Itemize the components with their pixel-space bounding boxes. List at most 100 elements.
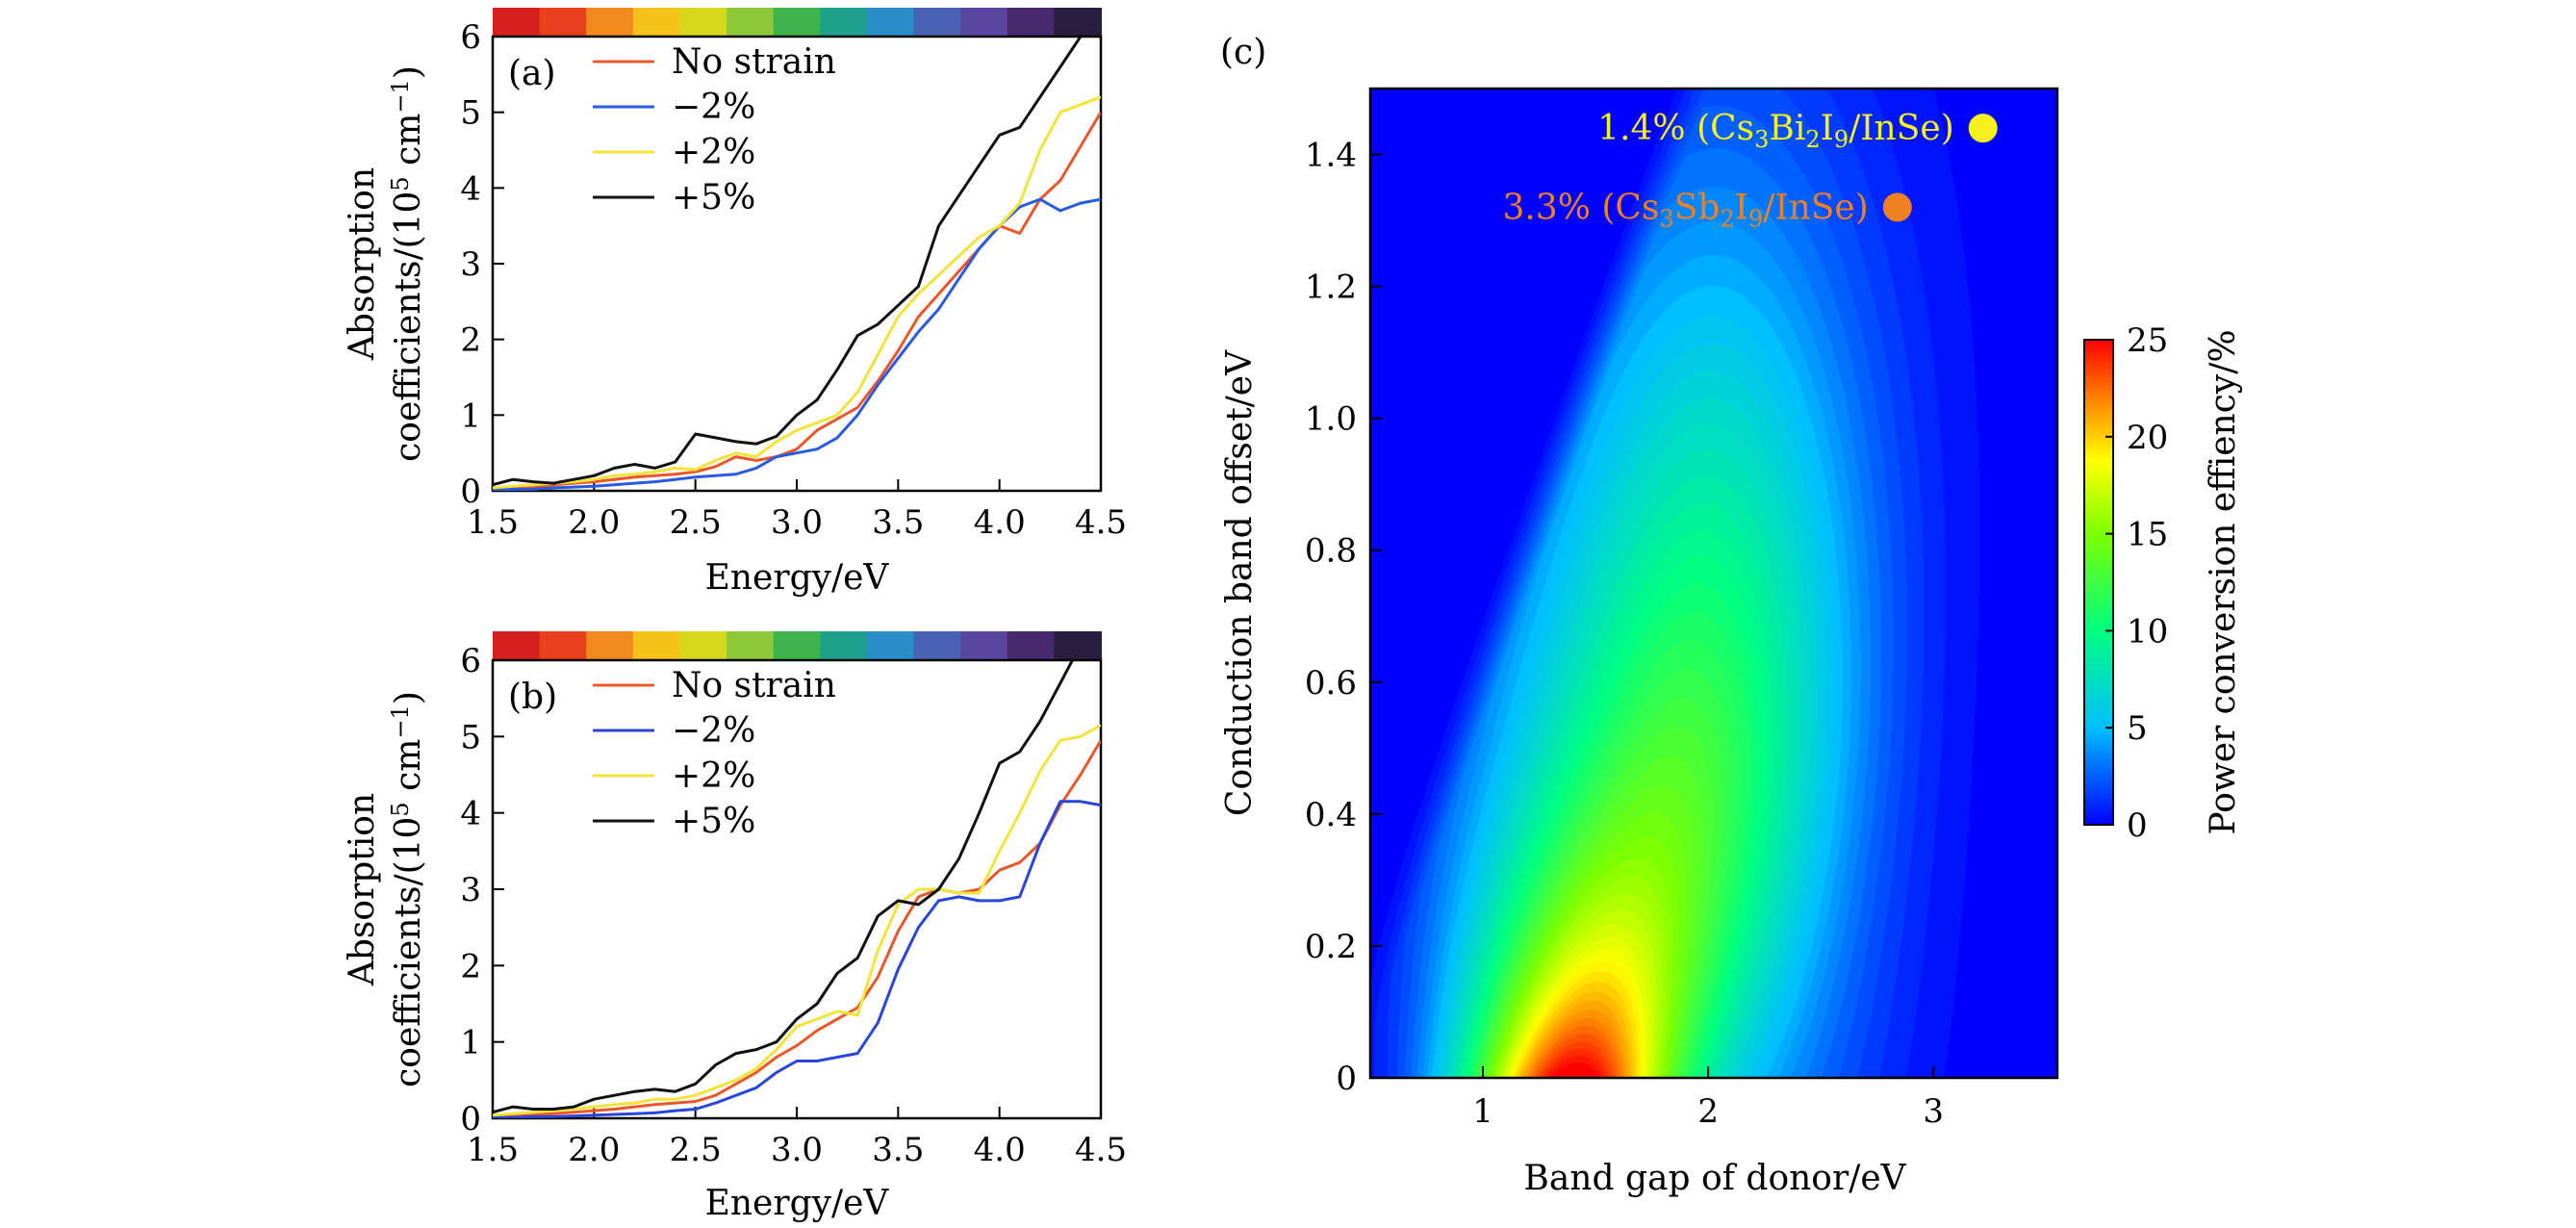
heatmap-field [1370, 89, 2057, 1078]
top-colorbar-segment [960, 631, 1008, 660]
top-colorbar-segment [679, 631, 728, 660]
y-tick-label: 1.4 [1305, 137, 1357, 175]
panel-a-ylabel-line2: coefficients/(105 cm−1) [387, 65, 428, 462]
legend-label: +5% [672, 802, 755, 841]
efficiency-colorbar-ticks: 0 5 10 15 20 25 [2105, 321, 2168, 845]
panel-b-top-colorbar [493, 631, 1102, 660]
top-colorbar-segment [820, 631, 868, 660]
x-tick-label: 1 [1472, 1092, 1493, 1131]
series-line-3 [493, 37, 1083, 487]
panel-c: (c) 1 2 3 0 0.2 0.4 0.6 0.8 1.0 1.2 1.4 1.4% (Cs3B… [1220, 33, 2243, 1198]
y-tick-label: 1.0 [1305, 400, 1357, 439]
y-tick-label: 1.2 [1305, 269, 1357, 307]
y-tick-label: 0.6 [1305, 664, 1357, 703]
colorbar-tick-label: 25 [2127, 321, 2168, 360]
panel-c-label: (c) [1220, 33, 1266, 72]
top-colorbar-segment [679, 8, 728, 37]
y-tick-label: 0 [460, 473, 481, 511]
y-tick-label: 4 [460, 795, 481, 833]
series-line-3 [493, 660, 1075, 1114]
x-tick-label: 3.0 [771, 503, 823, 542]
material-point-label: 3.3% (Cs3Sb2I9/InSe) [1502, 188, 1868, 232]
top-colorbar-segment [820, 8, 868, 37]
series-line-1 [493, 800, 1101, 1118]
y-tick-label: 3 [460, 245, 481, 284]
y-tick-label: 1 [460, 397, 481, 435]
x-tick-label: 3.0 [771, 1131, 823, 1169]
legend-label: +2% [672, 756, 755, 796]
panel-a-legend: No strain −2% +2% +5% [593, 42, 836, 217]
series-line-0 [493, 111, 1101, 491]
x-tick-label: 2 [1697, 1092, 1719, 1131]
legend-label: +2% [672, 133, 755, 172]
panel-a-series [493, 37, 1101, 491]
top-colorbar-segment [493, 631, 541, 660]
panel-b-label: (b) [508, 678, 557, 717]
top-colorbar-segment [773, 631, 822, 660]
series-line-0 [493, 739, 1101, 1118]
panel-b-ylabel-line1: Absorption [343, 793, 382, 986]
series-line-1 [493, 197, 1101, 491]
y-tick-label: 2 [460, 321, 481, 360]
x-tick-label: 2.5 [670, 503, 722, 542]
panel-a-xlabel: Energy/eV [705, 558, 890, 598]
y-tick-label: 1 [460, 1024, 481, 1062]
series-line-2 [493, 95, 1101, 490]
series-line-2 [493, 724, 1101, 1117]
x-tick-label: 3.5 [872, 503, 924, 542]
x-tick-label: 4.0 [974, 503, 1026, 542]
panel-c-annotations: 1.4% (Cs3Bi2I9/InSe) 3.3% (Cs3Sb2I9/InSe) [1502, 109, 1998, 232]
panel-b-xlabel: Energy/eV [705, 1184, 890, 1223]
efficiency-colorbar [2083, 339, 2114, 826]
x-tick-label: 2.0 [568, 503, 620, 542]
colorbar-tick-label: 0 [2127, 806, 2148, 845]
top-colorbar-segment [913, 8, 962, 37]
panel-a: 1.5 2.0 2.5 3.0 3.5 4.0 4.5 0 1 2 3 4 5 6 (a) No stra… [343, 8, 1127, 598]
top-colorbar-segment [1054, 631, 1102, 660]
panel-b: 1.5 2.0 2.5 3.0 3.5 4.0 4.5 0 1 2 3 4 5 6 (b) No stra… [343, 631, 1127, 1223]
panel-b-legend: No strain −2% +2% +5% [593, 666, 836, 841]
y-tick-label: 0.2 [1305, 928, 1357, 966]
x-tick-label: 3 [1923, 1092, 1944, 1131]
top-colorbar-segment [773, 8, 822, 37]
panel-b-frame [491, 658, 1103, 1120]
top-colorbar-segment [866, 631, 915, 660]
top-colorbar-segment [1007, 8, 1056, 37]
top-colorbar-segment [539, 8, 588, 37]
y-tick-label: 3 [460, 871, 481, 909]
material-point-label: 1.4% (Cs3Bi2I9/InSe) [1597, 109, 1954, 153]
panel-c-ylabel: Conduction band offset/eV [1220, 349, 1260, 816]
top-colorbar-segment [493, 8, 541, 37]
y-tick-label: 2 [460, 947, 481, 985]
panel-b-series [493, 660, 1101, 1118]
x-tick-label: 4.5 [1075, 503, 1127, 542]
panel-b-ylabel: Absorption coefficients/(105 cm−1) [343, 691, 428, 1087]
legend-label: +5% [672, 178, 755, 217]
panel-a-top-colorbar [493, 8, 1102, 37]
panel-a-ylabel-line1: Absorption [343, 167, 382, 361]
panel-b-ylabel-line2: coefficients/(105 cm−1) [387, 691, 428, 1087]
top-colorbar-segment [632, 8, 681, 37]
material-point [1968, 114, 1998, 143]
top-colorbar-segment [913, 631, 962, 660]
top-colorbar-segment [586, 8, 634, 37]
colorbar-tick-label: 5 [2127, 709, 2148, 748]
panel-a-label: (a) [508, 54, 556, 93]
panel-c-frame [1368, 87, 2059, 1080]
panel-a-frame [491, 35, 1103, 493]
efficiency-colorbar-label: Power conversion effiency/% [2204, 329, 2243, 834]
top-colorbar-segment [960, 8, 1008, 37]
y-tick-label: 0 [1336, 1060, 1357, 1098]
panel-a-ylabel: Absorption coefficients/(105 cm−1) [343, 65, 428, 462]
y-tick-label: 6 [460, 642, 481, 680]
top-colorbar-segment [727, 8, 775, 37]
x-tick-label: 2.0 [568, 1131, 620, 1169]
legend-label: −2% [672, 88, 755, 127]
legend-label: No strain [672, 42, 836, 82]
colorbar-tick-label: 10 [2127, 612, 2168, 651]
top-colorbar-segment [539, 631, 588, 660]
legend-label: −2% [672, 711, 755, 751]
panel-b-ticks: 1.5 2.0 2.5 3.0 3.5 4.0 4.5 0 1 2 3 4 5 6 [460, 642, 1127, 1169]
top-colorbar-segment [632, 631, 681, 660]
